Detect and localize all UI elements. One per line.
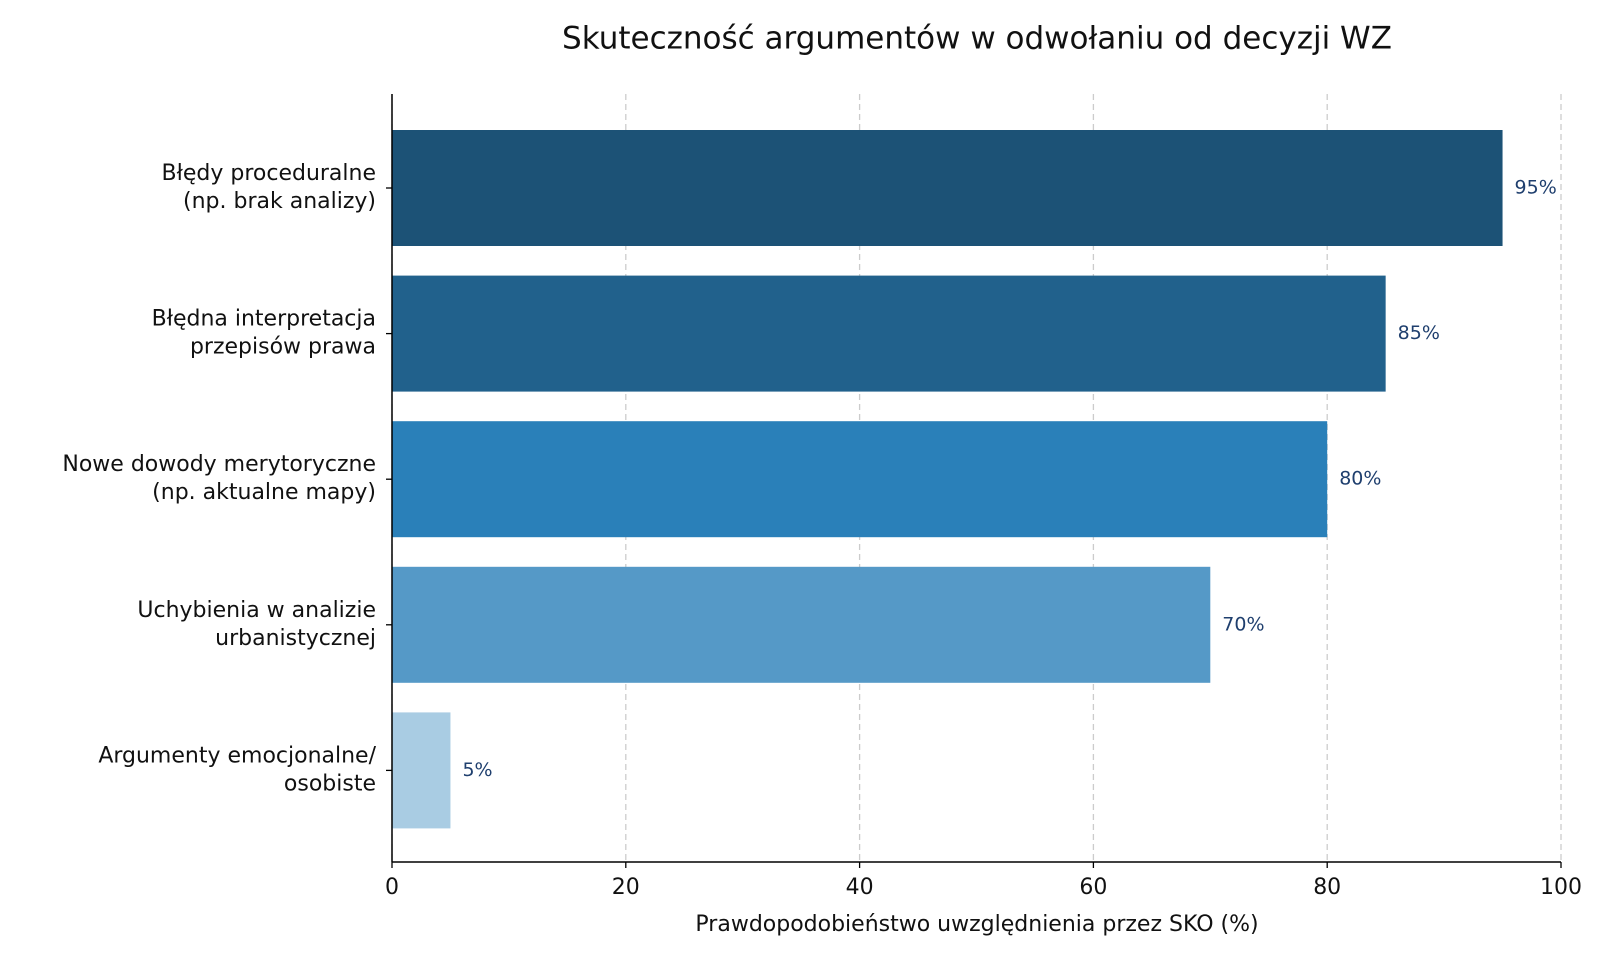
x-tick-label: 0: [385, 875, 399, 900]
value-label: 5%: [462, 759, 492, 781]
y-tick-label: Błędy proceduralne (np. brak analizy): [162, 161, 377, 214]
x-tick-label: 100: [1540, 875, 1582, 900]
value-label: 80%: [1339, 468, 1381, 490]
value-label: 95%: [1515, 177, 1557, 199]
x-tick-label: 60: [1079, 875, 1107, 900]
value-label: 85%: [1398, 322, 1440, 344]
value-label: 70%: [1222, 613, 1264, 635]
y-tick-label: Uchybienia w analizie urbanistycznej: [137, 598, 376, 651]
x-tick-label: 20: [612, 875, 640, 900]
y-tick-label: Argumenty emocjonalne/osobiste: [98, 743, 376, 796]
x-tick-label: 80: [1313, 875, 1341, 900]
bar: [392, 421, 1328, 538]
bar: [392, 566, 1211, 683]
bar: [392, 712, 451, 829]
y-tick-label: Nowe dowody merytoryczne (np. aktualne ma…: [62, 452, 376, 505]
bar: [392, 130, 1503, 246]
bar: [392, 275, 1386, 392]
y-tick-label: Błędna interpretacja przepisów prawa: [152, 307, 376, 360]
x-tick-label: 40: [846, 875, 874, 900]
chart-title: Skuteczność argumentów w odwołaniu od de…: [562, 21, 1392, 57]
x-axis-label: Prawdopodobieństwo uwzględnienia przez S…: [695, 912, 1258, 937]
